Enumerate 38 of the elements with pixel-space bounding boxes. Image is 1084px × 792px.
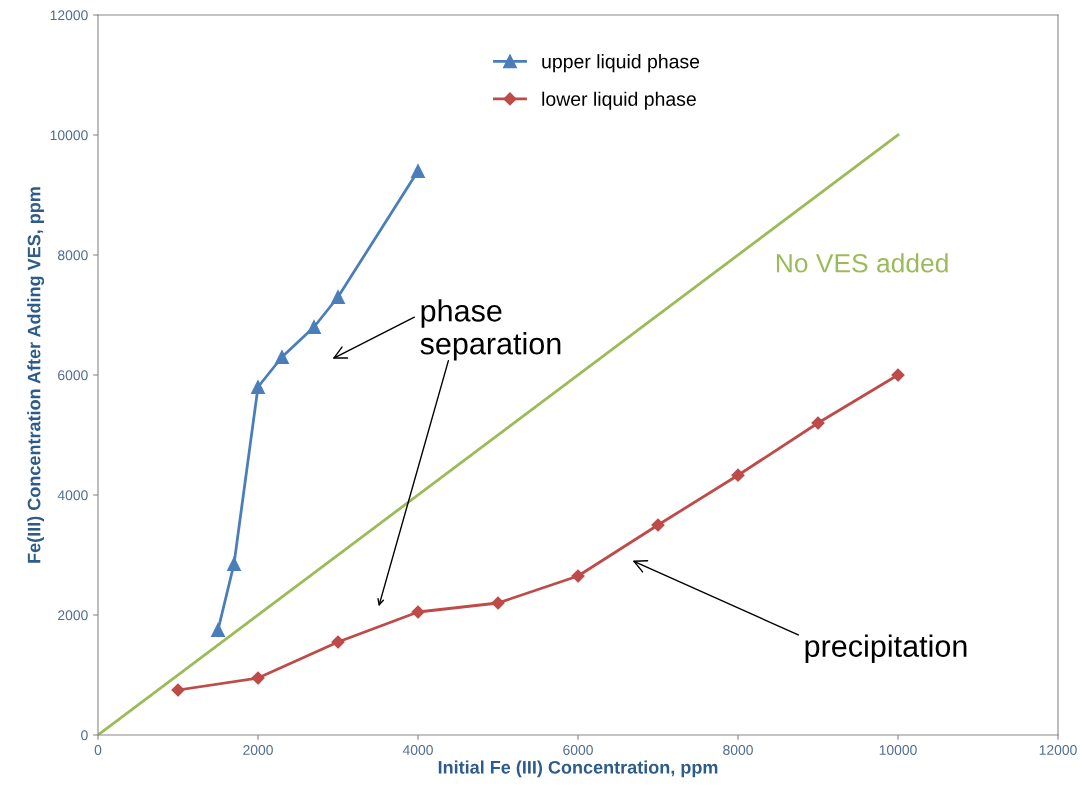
x-tick-label: 4000: [402, 745, 433, 755]
point: [891, 368, 905, 382]
x-tick-label: 6000: [563, 745, 593, 755]
point: [331, 635, 345, 649]
point: [331, 290, 345, 304]
point: [275, 350, 289, 364]
x-axis-title: Initial Fe (III) Concentration, ppm: [438, 760, 718, 778]
x-tick-label: 12000: [1039, 745, 1077, 755]
annotation: phase separation: [420, 299, 561, 361]
y-tick-label: 12000: [50, 10, 88, 21]
point: [211, 623, 225, 637]
point: [171, 683, 185, 697]
point: [731, 468, 745, 482]
y-axis-title: Fe(III) Concentration After Adding VES, ppm: [27, 187, 45, 563]
series-label: No VES added: [776, 253, 948, 273]
x-tick-label: 0: [94, 745, 102, 755]
x-tick-label: 10000: [879, 745, 917, 755]
point: [251, 671, 265, 685]
annotation: precipitation: [805, 634, 967, 663]
y-tick-label: 0: [81, 730, 88, 741]
point: [227, 557, 241, 571]
point: [491, 596, 505, 610]
y-tick-label: 8000: [57, 250, 88, 261]
y-tick-label: 6000: [58, 370, 88, 381]
point: [307, 320, 321, 334]
x-tick-label: 2000: [243, 745, 273, 755]
point: [411, 605, 425, 619]
point: [411, 164, 425, 178]
legend-label: upper liquid phase: [542, 54, 700, 73]
x-tick-label: 8000: [723, 745, 753, 755]
point: [651, 518, 665, 532]
point: [811, 416, 825, 430]
y-tick-label: 4000: [57, 490, 88, 501]
y-tick-label: 10000: [50, 130, 88, 141]
legend-label: lower liquid phase: [542, 91, 696, 110]
point: [251, 380, 265, 394]
point: [571, 569, 585, 583]
y-tick-label: 2000: [58, 610, 88, 621]
